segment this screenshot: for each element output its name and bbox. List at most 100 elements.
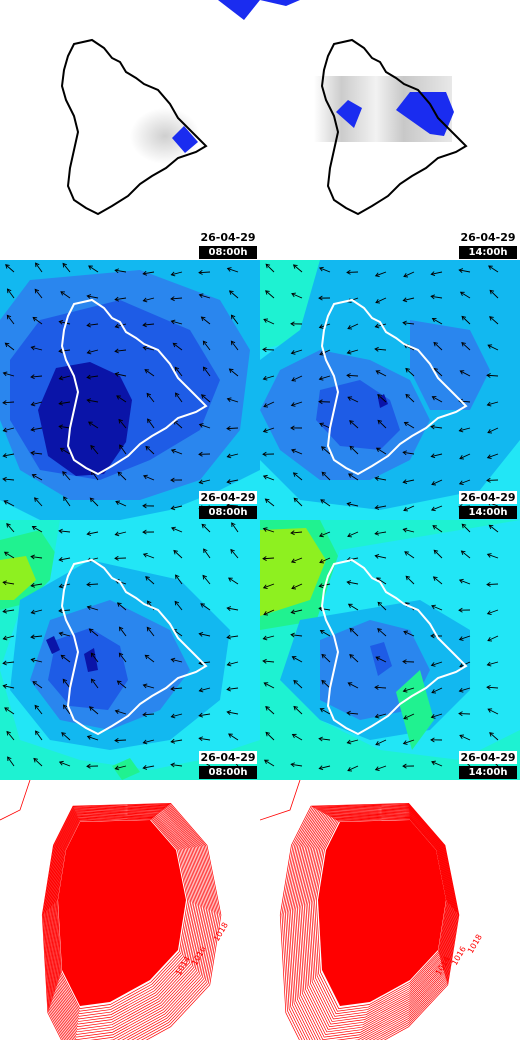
arrow-icon — [431, 396, 437, 401]
arrow-icon — [171, 449, 183, 455]
arrow-icon — [62, 679, 71, 689]
arrow-icon — [262, 474, 268, 480]
arrow-icon — [88, 628, 94, 634]
arrow-icon — [404, 422, 415, 429]
arrow-icon — [226, 606, 232, 611]
arrow-icon — [144, 369, 155, 377]
arrow-icon — [142, 297, 148, 303]
arrow-icon — [262, 347, 267, 353]
arrow-icon — [346, 501, 352, 507]
arrow-icon — [486, 374, 499, 377]
arrow-icon — [198, 712, 204, 718]
arrow-icon — [115, 269, 127, 273]
arrow-icon — [2, 427, 8, 433]
arrow-icon — [142, 683, 148, 689]
arrow-icon — [171, 687, 183, 690]
arrow-icon — [402, 659, 407, 665]
arrow-icon — [30, 554, 35, 560]
arrow-icon — [226, 634, 231, 640]
arrow-icon — [377, 420, 387, 429]
arrow-icon — [262, 557, 275, 560]
arrow-icon — [290, 558, 296, 564]
arrow-icon — [199, 713, 211, 717]
arrow-icon — [114, 531, 120, 537]
wind-map-canvas — [0, 260, 260, 520]
arrow-icon — [319, 765, 331, 769]
arrow-icon — [226, 397, 232, 403]
arrow-icon — [6, 730, 11, 736]
arrow-icon — [403, 631, 415, 637]
arrow-icon — [433, 549, 443, 559]
arrow-icon — [62, 471, 71, 481]
rain-cell — [172, 126, 198, 153]
arrow-icon — [89, 706, 99, 715]
arrow-icon — [33, 758, 43, 767]
isobar-line — [53, 815, 196, 1022]
arrow-icon — [3, 478, 15, 481]
arrow-icon — [319, 351, 325, 356]
arrow-icon — [433, 342, 443, 351]
arrow-icon — [59, 530, 71, 533]
arrow-icon — [142, 765, 148, 770]
arrow-icon — [58, 424, 63, 430]
arrow-icon — [374, 685, 379, 690]
isobar-line — [52, 814, 198, 1025]
arrow-icon — [320, 499, 325, 504]
arrow-icon — [58, 528, 63, 534]
arrow-icon — [374, 505, 380, 510]
rain-cell — [336, 100, 362, 128]
arrow-icon — [170, 505, 176, 511]
arrow-icon — [374, 713, 380, 719]
arrow-icon — [31, 401, 43, 406]
isobar-line — [286, 806, 457, 1040]
island-outline-icon — [320, 298, 468, 476]
arrow-icon — [147, 418, 155, 429]
arrow-icon — [431, 604, 436, 610]
arrow-icon — [347, 603, 353, 608]
arrow-icon — [432, 525, 438, 530]
arrow-icon — [375, 323, 387, 328]
arrow-icon — [403, 451, 415, 455]
arrow-icon — [173, 549, 178, 555]
map-time: 08:00h — [199, 506, 257, 519]
arrow-icon — [293, 679, 298, 685]
arrow-icon — [174, 366, 180, 372]
arrow-icon — [3, 635, 15, 640]
arrow-icon — [461, 342, 466, 347]
arrow-icon — [115, 500, 121, 506]
arrow-icon — [58, 348, 63, 354]
arrow-icon — [377, 628, 382, 633]
arrow-icon — [59, 321, 71, 325]
isobar-line — [303, 813, 452, 1028]
arrow-icon — [265, 706, 270, 711]
arrow-icon — [291, 293, 303, 299]
arrow-icon — [461, 342, 471, 351]
arrow-icon — [199, 687, 211, 692]
arrow-icon — [375, 739, 387, 746]
arrow-icon — [291, 377, 297, 382]
arrow-icon — [374, 476, 380, 481]
arrow-icon — [291, 448, 296, 454]
arrow-icon — [376, 447, 387, 455]
arrow-icon — [458, 607, 463, 613]
arrow-icon — [228, 290, 234, 295]
timestamp-box: 26-04-29 08:00h — [199, 491, 257, 519]
arrow-icon — [265, 290, 270, 295]
arrow-icon — [226, 710, 232, 715]
arrow-icon — [290, 402, 296, 407]
arrow-icon — [87, 323, 99, 326]
arrow-icon — [32, 317, 43, 325]
arrow-icon — [63, 496, 68, 502]
arrow-icon — [30, 657, 36, 663]
arrow-icon — [293, 472, 303, 481]
arrow-icon — [117, 602, 127, 611]
isobar-line — [293, 809, 455, 1040]
arrow-icon — [293, 680, 303, 689]
arrow-icon — [59, 425, 71, 429]
isobar-line — [51, 813, 200, 1028]
arrow-icon — [318, 736, 323, 742]
arrow-icon — [461, 523, 471, 533]
arrow-icon — [200, 603, 205, 608]
arrow-icon — [347, 323, 359, 330]
arrow-icon — [146, 393, 155, 403]
